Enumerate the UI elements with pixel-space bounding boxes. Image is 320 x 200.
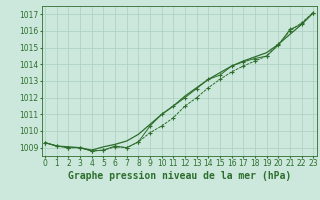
X-axis label: Graphe pression niveau de la mer (hPa): Graphe pression niveau de la mer (hPa)	[68, 171, 291, 181]
